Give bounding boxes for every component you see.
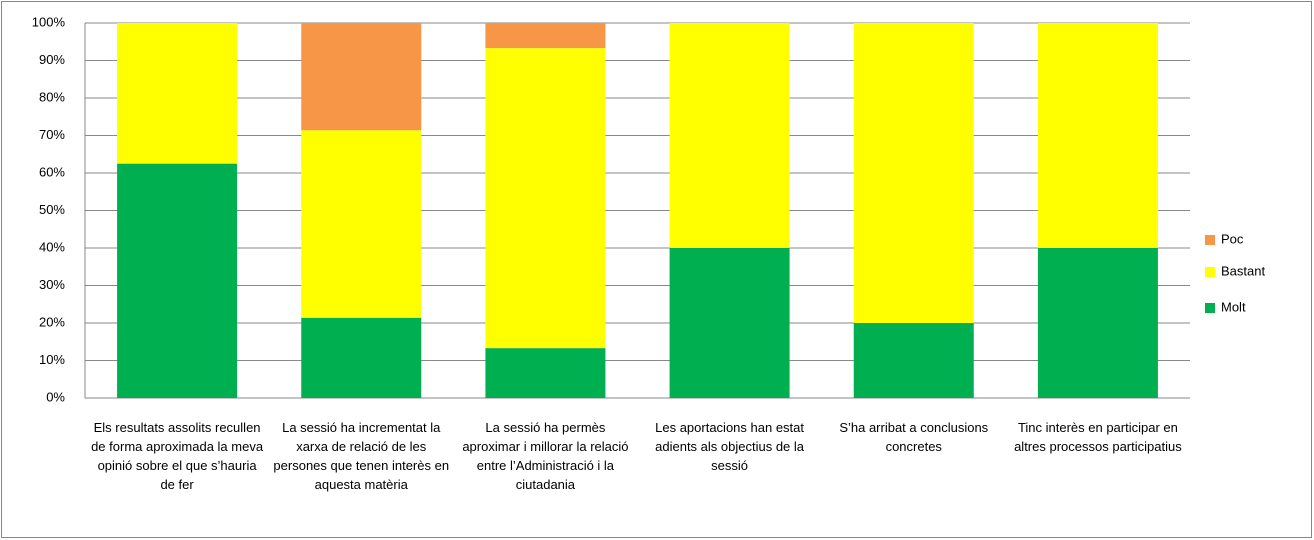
y-tick-label: 40% [39, 239, 65, 254]
x-tick-label: Tinc interès en participar en altres pro… [1014, 420, 1182, 454]
legend-label: Poc [1221, 231, 1244, 246]
legend-label: Bastant [1221, 263, 1265, 278]
y-tick-label: 100% [32, 14, 66, 29]
x-tick-label: La sessió ha permès aproximar i millorar… [462, 420, 629, 492]
legend-swatch [1205, 267, 1215, 277]
y-tick-label: 60% [39, 164, 65, 179]
y-tick-label: 70% [39, 127, 65, 142]
x-tick-label: S’ha arribat a conclusions concretes [839, 420, 989, 454]
bar-segment [669, 248, 790, 398]
bar-segment [1037, 248, 1158, 398]
bar-segment [301, 130, 422, 318]
bar-segment [117, 163, 238, 398]
bar-segment [669, 23, 790, 248]
bar-segment [853, 323, 974, 398]
y-tick-label: 10% [39, 352, 65, 367]
x-tick-label: Els resultats assolits recullen de forma… [91, 420, 264, 492]
x-tick-label: Les aportacions han estat adients als ob… [655, 420, 805, 473]
bar-segment [485, 348, 606, 398]
y-tick-label: 20% [39, 314, 65, 329]
bar-segment [117, 23, 238, 164]
bar-segment [485, 23, 606, 49]
y-tick-label: 30% [39, 277, 65, 292]
legend-swatch [1205, 303, 1215, 313]
bar-segment [301, 317, 422, 398]
bar-segment [853, 23, 974, 323]
x-tick-label: La sessió ha incrementat la xarxa de rel… [273, 420, 450, 492]
legend-label: Molt [1221, 299, 1246, 314]
legend-swatch [1205, 235, 1215, 245]
y-tick-label: 50% [39, 202, 65, 217]
y-tick-label: 80% [39, 89, 65, 104]
y-tick-label: 90% [39, 52, 65, 67]
bar-segment [485, 48, 606, 349]
bar-segment [301, 23, 422, 131]
y-tick-label: 0% [46, 389, 65, 404]
bar-segment [1037, 23, 1158, 248]
